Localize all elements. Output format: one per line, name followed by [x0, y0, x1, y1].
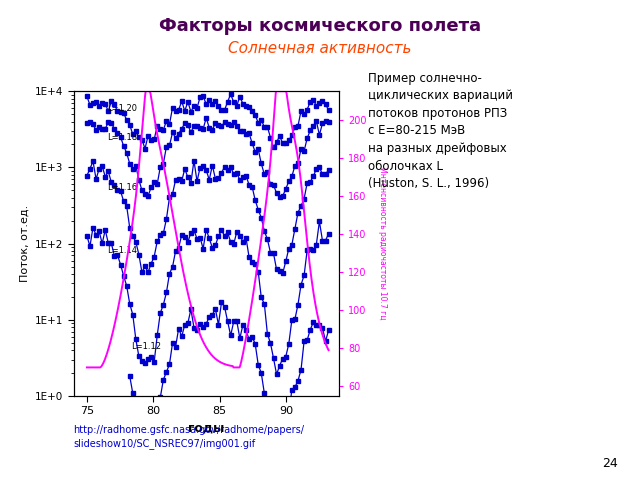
Text: Факторы космического полета: Факторы космического полета: [159, 17, 481, 35]
Text: L=1.12: L=1.12: [131, 342, 161, 351]
Text: 24: 24: [602, 457, 618, 470]
Text: Пример солнечно-
циклических вариаций
потоков протонов РПЗ
с E=80-215 МэВ
на раз: Пример солнечно- циклических вариаций по…: [368, 72, 513, 190]
Text: L=1.20: L=1.20: [107, 104, 137, 113]
Text: L=1.14: L=1.14: [107, 247, 137, 255]
Text: L=1.16: L=1.16: [107, 183, 137, 192]
Text: http://radhome.gsfc.nasa.gov/radhome/papers/
slideshow10/SC_NSREC97/img001.gif: http://radhome.gsfc.nasa.gov/radhome/pap…: [74, 425, 305, 449]
Y-axis label: Поток, от.ед.: Поток, от.ед.: [19, 205, 29, 282]
X-axis label: годы: годы: [188, 422, 225, 435]
Text: Солнечная активность: Солнечная активность: [228, 41, 412, 56]
Text: L=1.18: L=1.18: [107, 132, 137, 142]
Y-axis label: Интенсивность радиочастоты 10.7 гц: Интенсивность радиочастоты 10.7 гц: [378, 168, 387, 320]
